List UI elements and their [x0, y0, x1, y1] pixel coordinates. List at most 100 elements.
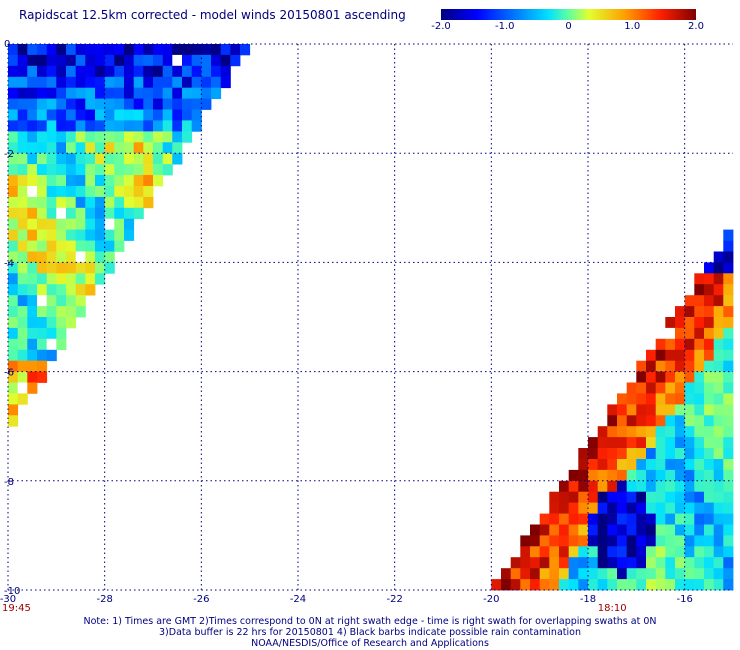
swath-cell	[675, 306, 686, 318]
swath-cell	[162, 54, 173, 67]
swath-cell	[27, 306, 38, 318]
swath-cell	[191, 120, 202, 132]
swath-cell	[104, 87, 115, 99]
swath-cell	[75, 273, 86, 285]
swath-cell	[66, 284, 77, 296]
swath-cell	[665, 535, 676, 547]
swath-cell	[17, 360, 28, 372]
swath-cell	[8, 306, 19, 318]
swath-cell	[646, 448, 657, 460]
swath-cell	[172, 120, 183, 132]
swath-cell	[85, 98, 96, 110]
swath-cell	[675, 371, 686, 383]
swath-cell	[704, 579, 715, 591]
swath-cell	[37, 76, 48, 89]
swath-cell	[8, 284, 19, 296]
swath-cell	[684, 371, 695, 383]
swath-cell	[713, 404, 724, 416]
swath-cell	[8, 349, 19, 362]
swath-cell	[17, 393, 28, 405]
swath-cell	[95, 131, 106, 143]
swath-cell	[675, 557, 686, 569]
swath-cell	[133, 54, 144, 67]
swath-cell	[191, 109, 202, 121]
swath-cell	[713, 437, 724, 449]
swath-cell	[8, 251, 19, 263]
swath-cell	[27, 186, 38, 198]
swath-cell	[694, 415, 705, 427]
swath-cell	[607, 480, 618, 493]
swath-cell	[27, 284, 38, 296]
swath-cell	[66, 76, 77, 89]
swath-cell	[124, 175, 135, 187]
colorbar-tick-label: 2.0	[688, 21, 704, 32]
swath-cell	[704, 284, 715, 296]
swath-cell	[75, 186, 86, 198]
swath-cell	[675, 459, 686, 471]
swath-cell	[201, 87, 212, 99]
swath-cell	[46, 44, 57, 56]
swath-cell	[713, 513, 724, 525]
swath-cell	[704, 382, 715, 394]
swath-cell	[597, 480, 608, 493]
swath-cell	[85, 142, 96, 154]
swath-cell	[723, 535, 734, 547]
swath-cell	[539, 535, 550, 547]
swath-cell	[636, 480, 647, 493]
swath-cell	[684, 568, 695, 580]
swath-cell	[17, 284, 28, 296]
swath-cell	[704, 459, 715, 471]
swath-cell	[104, 164, 115, 176]
swath-cell	[8, 240, 19, 252]
swath-cell	[713, 251, 724, 263]
swath-cell	[56, 153, 67, 165]
swath-cell	[75, 229, 86, 241]
swath-cell	[723, 491, 734, 503]
swath-cell	[153, 153, 164, 165]
swath-cell	[665, 459, 676, 471]
swath-cell	[723, 262, 734, 274]
swath-cell	[17, 44, 28, 56]
swath-cell	[675, 469, 686, 482]
swath-cell	[75, 295, 86, 307]
swath-cell	[133, 98, 144, 110]
swath-cell	[588, 535, 599, 547]
swath-cell	[713, 524, 724, 536]
swath-cell	[114, 142, 125, 154]
swath-cell	[713, 360, 724, 372]
swath-cell	[723, 579, 734, 591]
swath-cell	[27, 109, 38, 121]
swath-cell	[559, 491, 570, 503]
swath-cell	[694, 448, 705, 460]
swath-data-layer	[8, 44, 734, 591]
swath-cell	[646, 469, 657, 482]
swath-cell	[646, 524, 657, 536]
swath-cell	[114, 65, 125, 78]
swath-cell	[607, 524, 618, 536]
swath-cell	[694, 480, 705, 493]
swath-cell	[684, 306, 695, 318]
swath-cell	[675, 404, 686, 416]
swath-cell	[704, 469, 715, 482]
swath-cell	[723, 459, 734, 471]
swath-cell	[182, 76, 193, 89]
swath-cell	[46, 317, 57, 329]
swath-cell	[510, 557, 521, 569]
swath-cell	[124, 164, 135, 176]
swath-cell	[626, 415, 637, 427]
swath-cell	[617, 524, 628, 536]
swath-cell	[723, 502, 734, 514]
swath-cell	[617, 513, 628, 525]
swath-cell	[723, 568, 734, 580]
swath-cell	[694, 568, 705, 580]
swath-cell	[17, 262, 28, 274]
swath-cell	[684, 415, 695, 427]
swath-cell	[617, 502, 628, 514]
swath-cell	[17, 218, 28, 230]
swath-cell	[713, 317, 724, 329]
swath-cell	[172, 109, 183, 121]
x-tick-label: -16	[676, 594, 692, 605]
swath-cell	[8, 186, 19, 198]
swath-cell	[8, 87, 19, 99]
colorbar-tick-label: 1.0	[624, 21, 641, 32]
